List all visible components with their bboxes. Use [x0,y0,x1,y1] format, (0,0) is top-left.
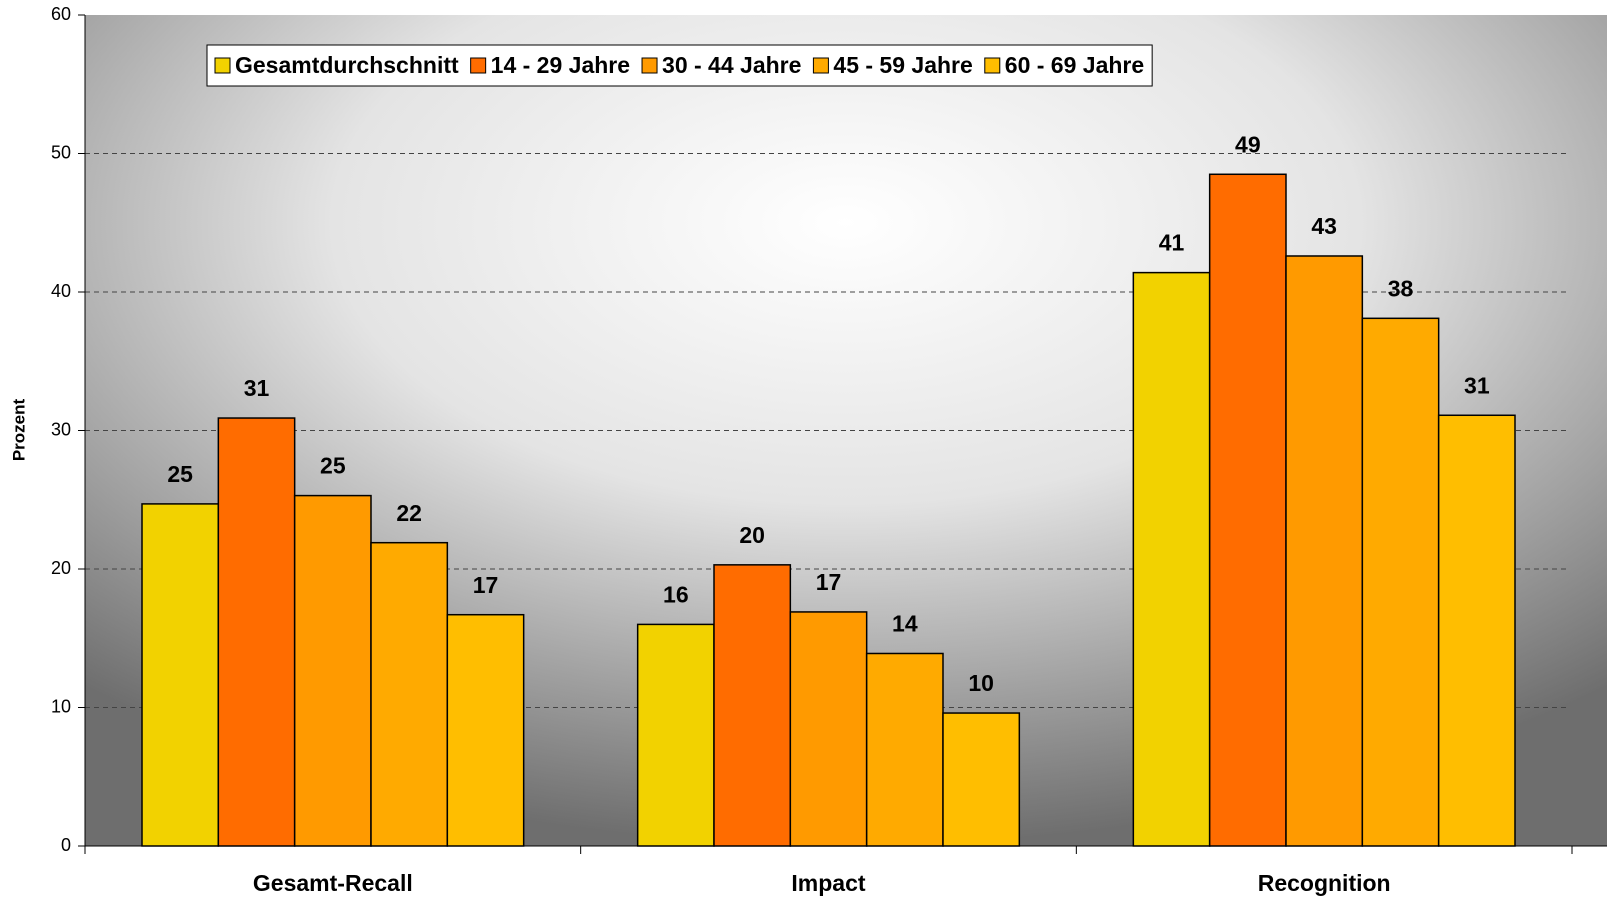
bar [713,564,792,847]
bar [217,417,296,847]
legend-swatch [984,57,1001,74]
value-label: 25 [167,461,193,487]
bar [636,623,715,847]
legend-swatch [470,57,487,74]
legend-swatch [214,57,231,74]
y-tick-label: 20 [51,558,71,578]
value-label: 49 [1235,131,1261,157]
bar [1285,255,1364,847]
bar [1132,271,1211,847]
legend-label: 60 - 69 Jahre [1005,52,1144,78]
y-tick-label: 60 [51,4,71,24]
value-label: 20 [739,522,765,548]
value-label: 43 [1311,213,1337,239]
y-tick-label: 30 [51,419,71,439]
legend-label: 45 - 59 Jahre [833,52,972,78]
bar [942,712,1021,847]
bar [789,611,868,847]
y-tick-label: 40 [51,281,71,301]
value-label: 22 [396,500,422,526]
bar [293,494,372,847]
bar [446,613,525,847]
bar [865,652,944,847]
y-tick-label: 50 [51,142,71,162]
bar [141,503,220,847]
value-label: 41 [1159,230,1185,256]
value-label: 14 [892,611,918,637]
legend-swatch [812,57,829,74]
bar [1361,317,1440,847]
bar [1208,173,1287,847]
legend-label: 14 - 29 Jahre [491,52,630,78]
value-label: 17 [473,572,499,598]
bar [370,541,449,847]
bar [1437,414,1516,847]
value-label: 31 [244,375,270,401]
legend-label: Gesamtdurchschnitt [235,52,459,78]
y-axis-label: Prozent [9,398,28,461]
x-tick-label: Gesamt-Recall [253,870,413,896]
value-label: 25 [320,453,346,479]
value-label: 31 [1464,372,1490,398]
value-label: 16 [663,581,689,607]
value-label: 10 [968,670,994,696]
y-tick-label: 0 [61,835,71,855]
legend-swatch [641,57,658,74]
x-tick-label: Impact [791,870,865,896]
y-tick-label: 10 [51,696,71,716]
value-label: 17 [816,569,842,595]
value-label: 38 [1388,275,1414,301]
x-tick-label: Recognition [1258,870,1391,896]
legend-label: 30 - 44 Jahre [662,52,801,78]
